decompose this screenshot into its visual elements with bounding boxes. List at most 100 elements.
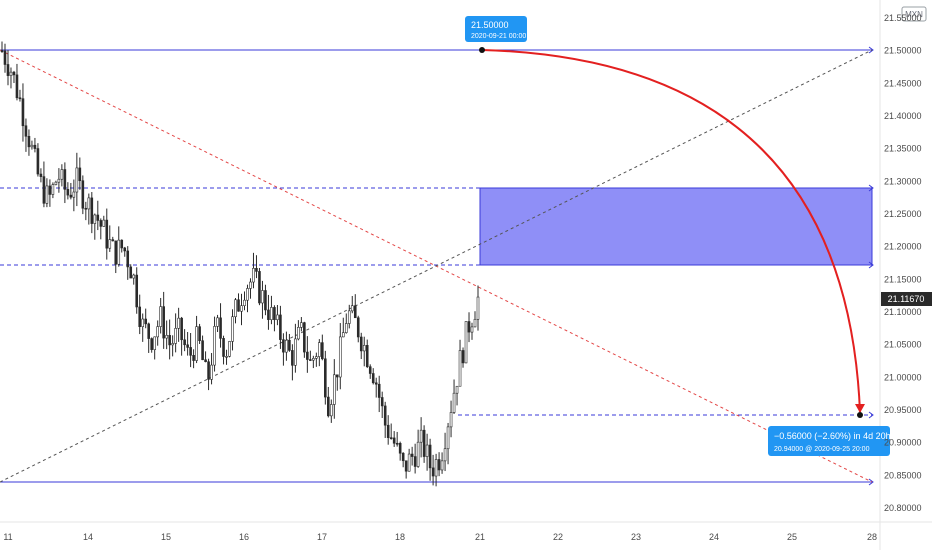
candle-body [147, 323, 150, 339]
level-arrowheads [868, 46, 874, 486]
candle-body [27, 135, 31, 148]
currency-badge: MXN [901, 6, 927, 22]
candle-body [252, 268, 255, 283]
candle-body [461, 350, 465, 364]
candle-body [395, 442, 399, 445]
candle-body [365, 345, 369, 368]
candle-body [258, 271, 261, 304]
candle-body [318, 342, 321, 357]
candle-body [216, 317, 219, 327]
candle-body [306, 351, 309, 360]
candle-body [93, 214, 97, 224]
top-price-callout[interactable]: 21.50000 2020-09-21 00:00 [465, 16, 527, 42]
candle-body [60, 169, 64, 180]
price-tick-label: 21.50000 [884, 46, 922, 56]
candle-body [177, 317, 180, 329]
time-tick-label: 11 [3, 532, 12, 542]
candle-body [276, 314, 279, 321]
candle-body [102, 219, 106, 227]
candle-body [201, 340, 204, 361]
arc-end-point[interactable] [857, 412, 863, 418]
price-axis[interactable]: 21.55000 21.50000 21.45000 21.40000 21.35000… [884, 13, 922, 513]
candle-body [3, 50, 7, 65]
candle-body [440, 460, 444, 471]
candle-body [437, 459, 441, 471]
price-tick-label: 20.80000 [884, 503, 922, 513]
time-tick-label: 18 [395, 532, 405, 542]
candle-body [135, 274, 139, 308]
candle-body [57, 178, 61, 183]
time-tick-label: 17 [317, 532, 327, 542]
candle-body [315, 356, 318, 359]
bottom-callout-detail: 20.94000 @ 2020-09-25 20:00 [774, 446, 870, 453]
candle-body [45, 185, 49, 204]
candle-body [350, 305, 354, 312]
grey-trendline[interactable] [0, 49, 873, 483]
arc-start-point[interactable] [479, 47, 485, 53]
candle-body [63, 169, 67, 190]
candle-body [312, 358, 315, 361]
candle-body [368, 366, 372, 374]
candle-body [69, 194, 73, 198]
candle-body [234, 299, 237, 318]
candle-body [404, 460, 408, 472]
candle-body [240, 305, 243, 312]
candle-body [449, 412, 453, 428]
candle-body [431, 467, 435, 477]
candle-body [54, 181, 58, 185]
time-tick-label: 24 [709, 532, 719, 542]
candle-body [207, 361, 210, 380]
candle-body [356, 317, 360, 338]
candle-body [371, 373, 375, 384]
candle-body [141, 318, 145, 327]
candle-body [129, 266, 133, 279]
time-tick-label: 23 [631, 532, 641, 542]
candle-body [279, 314, 282, 340]
price-tick-label: 21.45000 [884, 78, 922, 88]
candle-body [425, 444, 429, 457]
candle-body [347, 310, 351, 324]
candle-body [291, 350, 294, 366]
candle-body [467, 321, 471, 333]
candle-body [78, 167, 82, 182]
time-axis[interactable]: 11 14 15 16 17 18 21 22 23 24 25 28 [3, 532, 877, 542]
candle-body [344, 323, 348, 333]
supply-zone-rect[interactable] [479, 187, 873, 266]
candle-body [81, 180, 85, 209]
candle-body [294, 338, 297, 366]
bottom-measure-callout[interactable]: −0.56000 (−2.60%) in 4d 20h 20.94000 @ 2… [768, 426, 891, 456]
candle-body [48, 185, 52, 195]
candle-body [51, 184, 55, 195]
candle-body [90, 197, 94, 224]
candle-body [470, 326, 474, 333]
time-tick-label: 15 [161, 532, 171, 542]
projection-arc[interactable] [481, 49, 861, 413]
candle-body [108, 239, 112, 249]
candle-body [174, 328, 177, 344]
candle-body [324, 358, 327, 398]
candle-body [99, 220, 103, 227]
candle-body [228, 341, 231, 357]
candle-body [452, 392, 456, 413]
price-tick-label: 21.00000 [884, 372, 922, 382]
candle-body [123, 247, 127, 252]
time-tick-label: 21 [475, 532, 485, 542]
candle-body [464, 321, 468, 364]
candle-body [36, 148, 40, 175]
candle-body [84, 207, 88, 210]
candle-body [333, 374, 336, 405]
candle-body [114, 240, 118, 265]
candle-body [231, 316, 234, 342]
candle-body [96, 214, 100, 221]
price-tick-label: 21.10000 [884, 307, 922, 317]
candle-body [189, 347, 192, 356]
candle-body [249, 281, 252, 289]
price-tick-label: 21.20000 [884, 242, 922, 252]
candle-body [353, 305, 357, 319]
candle-body [168, 335, 171, 346]
candle-body [75, 167, 79, 193]
candle-body [443, 448, 447, 462]
top-callout-price: 21.50000 [471, 20, 509, 30]
